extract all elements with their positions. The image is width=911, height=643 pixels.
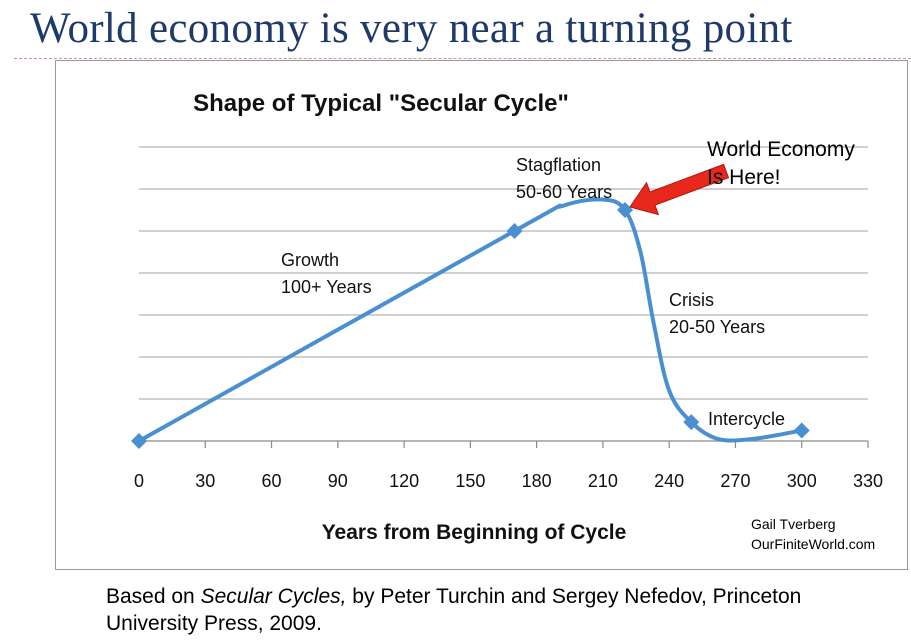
x-tick-label: 60 [262, 471, 282, 491]
credit-line: Gail Tverberg [751, 516, 836, 532]
callout-text: World Economy [707, 138, 855, 161]
gridlines [138, 146, 869, 448]
phase-annotations: Growth 100+ Years Stagflation 50-60 Years Cr… [281, 155, 785, 429]
callout: World Economy Is Here! [629, 138, 855, 216]
series-line [137, 197, 804, 443]
annotation-crisis: Crisis [669, 290, 714, 310]
x-tick-label: 0 [134, 471, 144, 491]
credit-line: OurFiniteWorld.com [751, 536, 875, 552]
x-tick-label: 90 [328, 471, 348, 491]
annotation-growth: 100+ Years [281, 277, 372, 297]
data-point-marker [793, 422, 810, 439]
x-tick-label: 240 [654, 471, 684, 491]
annotation-stagflation: 50-60 Years [516, 182, 612, 202]
annotation-growth: Growth [281, 250, 339, 270]
x-tick-label: 120 [389, 471, 419, 491]
source-suffix: by Peter Turchin and Sergey Nefedov, Pri… [106, 585, 802, 635]
secular-cycle-chart: Shape of Typical "Secular Cycle" 0 30 60 90… [131, 90, 883, 552]
data-point-marker [617, 202, 633, 218]
x-tick-label: 270 [720, 471, 750, 491]
data-point-marker [131, 433, 147, 449]
x-tick-label: 30 [195, 471, 215, 491]
source-note: Based on Secular Cycles, by Peter Turchi… [106, 583, 896, 637]
annotation-crisis: 20-50 Years [669, 317, 765, 337]
x-tick-label: 330 [853, 471, 883, 491]
data-point-marker [506, 223, 523, 239]
annotation-intercycle: Intercycle [708, 409, 785, 429]
source-prefix: Based on [106, 585, 201, 608]
x-tick-labels: 0 30 60 90 120 150 180 210 240 270 300 330 [134, 471, 883, 491]
credit: Gail Tverberg OurFiniteWorld.com [751, 516, 875, 552]
chart-title: Shape of Typical "Secular Cycle" [193, 90, 569, 117]
slide-title: World economy is very near a turning poi… [30, 5, 793, 52]
callout-arrow [629, 163, 730, 216]
series-markers [131, 202, 810, 449]
source-book-title: Secular Cycles, [200, 585, 347, 608]
callout-text: Is Here! [707, 166, 781, 189]
data-point-marker [683, 414, 700, 431]
x-tick-label: 180 [522, 471, 552, 491]
x-tick-label: 210 [588, 471, 618, 491]
title-divider [14, 58, 911, 59]
x-tick-label: 150 [455, 471, 485, 491]
annotation-stagflation: Stagflation [516, 155, 601, 175]
x-axis-label: Years from Beginning of Cycle [322, 521, 627, 544]
chart-frame: Shape of Typical "Secular Cycle" 0 30 60 90… [55, 60, 908, 570]
x-tick-label: 300 [787, 471, 817, 491]
